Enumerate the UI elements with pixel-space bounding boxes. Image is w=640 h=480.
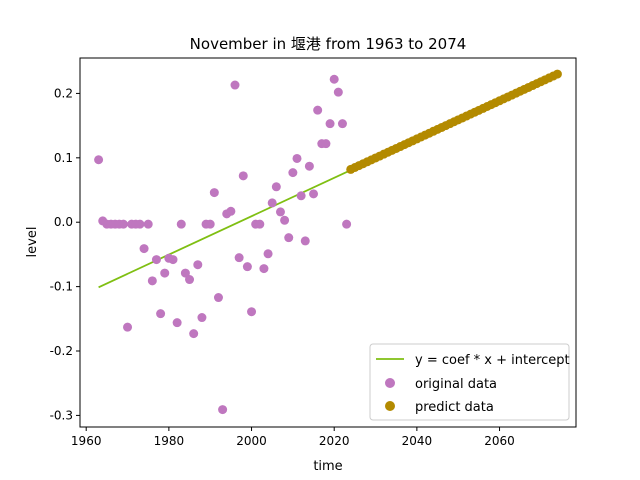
y-tick-label: 0.0	[54, 215, 73, 229]
original-point	[325, 119, 335, 129]
y-axis: -0.3 -0.2 -0.1 0.0 0.1 0.2	[50, 86, 80, 422]
y-tick-label: -0.2	[50, 344, 73, 358]
legend-box	[369, 343, 570, 421]
x-tick-label: 1980	[154, 434, 185, 448]
original-point	[263, 249, 273, 259]
x-axis: 1960 1980 2000 2020 2040 2060	[71, 427, 515, 448]
y-tick-label: 0.1	[54, 151, 73, 165]
original-point	[304, 161, 314, 171]
original-point	[118, 219, 128, 229]
x-tick-label: 2020	[319, 434, 350, 448]
y-tick-label: 0.2	[54, 86, 73, 100]
legend: y = coef * x + intercept original data p…	[369, 343, 570, 421]
original-point	[147, 276, 157, 286]
original-point	[259, 264, 269, 274]
original-point	[156, 309, 166, 319]
original-point	[185, 275, 195, 285]
original-point	[300, 236, 310, 246]
legend-original-swatch	[385, 378, 395, 388]
original-point	[337, 119, 347, 129]
legend-fit-label: y = coef * x + intercept	[415, 353, 570, 368]
legend-predict-label: predict data	[415, 400, 494, 415]
original-point	[296, 191, 306, 201]
legend-original-label: original data	[415, 377, 497, 392]
y-axis-title: level	[25, 227, 40, 258]
original-point	[205, 219, 215, 229]
original-point	[238, 171, 248, 181]
original-point	[275, 207, 285, 217]
x-axis-title: time	[313, 459, 342, 474]
predict-point	[552, 69, 562, 79]
original-point	[226, 206, 236, 216]
original-point	[329, 74, 339, 84]
plot-frame	[79, 57, 577, 428]
original-point	[143, 219, 153, 229]
original-point	[189, 329, 199, 339]
original-point	[139, 244, 149, 254]
y-tick-label: -0.3	[50, 408, 73, 422]
original-point	[234, 253, 244, 263]
original-point	[255, 219, 265, 229]
original-point	[197, 313, 207, 323]
original-point	[267, 198, 277, 208]
legend-predict-swatch	[385, 401, 395, 411]
x-tick-label: 2040	[402, 434, 433, 448]
original-point	[94, 155, 104, 165]
original-point	[321, 139, 331, 149]
original-point	[218, 405, 228, 415]
original-point	[242, 262, 252, 272]
original-point	[333, 87, 343, 97]
x-tick-label: 2000	[236, 434, 267, 448]
original-point	[180, 268, 190, 278]
original-point	[313, 105, 323, 115]
original-point	[292, 153, 302, 163]
original-point	[123, 322, 133, 332]
original-point	[342, 219, 352, 229]
original-point	[284, 233, 294, 243]
x-tick-label: 2060	[484, 434, 515, 448]
original-point	[135, 219, 145, 229]
y-tick-label: -0.1	[50, 280, 73, 294]
original-point	[309, 189, 319, 199]
original-point	[209, 188, 219, 198]
original-point	[213, 293, 223, 303]
original-point	[151, 255, 161, 265]
original-point	[176, 219, 186, 229]
original-point	[247, 307, 257, 317]
original-point	[271, 182, 281, 192]
original-point	[193, 260, 203, 270]
original-point	[168, 255, 178, 265]
original-point	[280, 215, 290, 225]
original-point	[160, 268, 170, 278]
chart-title: November in 堰港 from 1963 to 2074	[190, 35, 467, 53]
original-point	[230, 80, 240, 90]
plot-area	[94, 69, 562, 415]
original-point	[172, 318, 182, 328]
x-tick-label: 1960	[71, 434, 102, 448]
original-point	[288, 168, 298, 178]
